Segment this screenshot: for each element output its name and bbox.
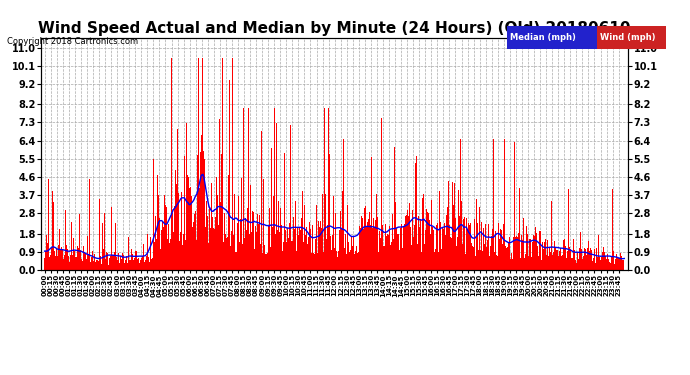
Title: Wind Speed Actual and Median by Minute (24 Hours) (Old) 20180610: Wind Speed Actual and Median by Minute (… [39, 21, 631, 36]
Text: Copyright 2018 Cartronics.com: Copyright 2018 Cartronics.com [7, 38, 138, 46]
Text: Wind (mph): Wind (mph) [600, 33, 655, 42]
Text: Median (mph): Median (mph) [510, 33, 575, 42]
